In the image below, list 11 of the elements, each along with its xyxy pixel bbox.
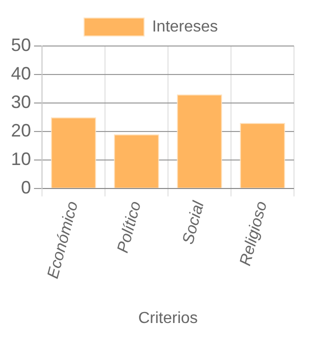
legend-label: Intereses xyxy=(152,18,218,36)
x-tick-label: Político xyxy=(114,200,145,255)
x-tick-label: Social xyxy=(180,199,208,246)
x-axis-title: Criterios xyxy=(138,310,198,327)
y-tick-label: 20 xyxy=(10,120,32,140)
y-tick-label: 50 xyxy=(10,34,32,55)
y-tick-label: 40 xyxy=(10,63,32,84)
x-tick-label: Religioso xyxy=(237,200,271,268)
y-tick-label: 10 xyxy=(10,148,32,169)
y-tick-label: 0 xyxy=(21,177,32,198)
y-tick-label: 30 xyxy=(10,92,32,112)
